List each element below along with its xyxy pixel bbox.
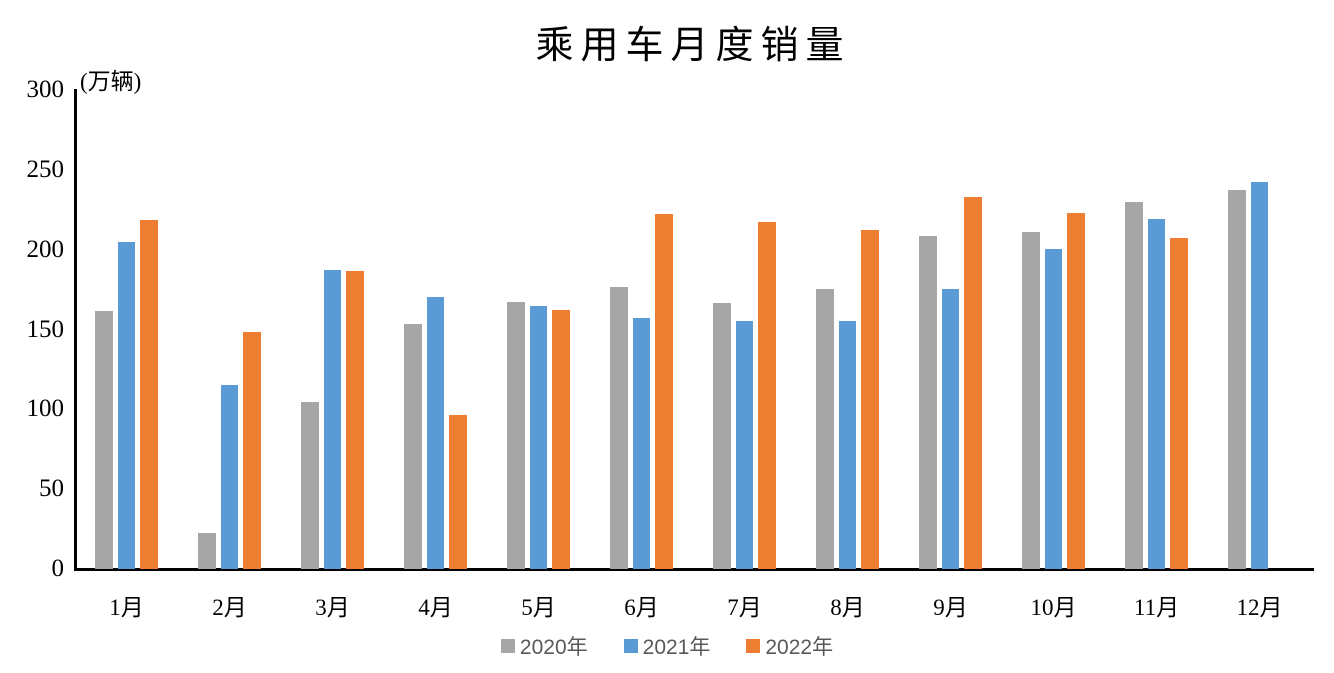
bar-2021年-4月: [426, 296, 445, 569]
legend-swatch-icon: [623, 639, 638, 653]
legend-swatch-icon: [500, 639, 515, 653]
bar-2021年-10月: [1044, 248, 1063, 569]
x-axis-line: [74, 568, 1314, 571]
bar-2022年-3月: [346, 271, 364, 569]
bar-2020年-5月: [507, 301, 525, 569]
legend-label: 2021年: [642, 636, 711, 659]
bar-2022年-1月: [140, 219, 158, 569]
y-tick-label: 200: [26, 235, 65, 263]
bar-2021年-12月: [1250, 182, 1269, 569]
bar-2020年-12月: [1228, 189, 1246, 569]
bar-2021年-8月: [838, 321, 857, 569]
bar-2020年-11月: [1125, 202, 1143, 569]
x-tick-label: 5月: [521, 595, 556, 620]
bar-2021年-3月: [323, 269, 342, 569]
x-tick-label: 3月: [315, 595, 350, 620]
bar-2021年-2月: [220, 384, 239, 569]
bar-2021年-6月: [632, 318, 651, 569]
legend-label: 2020年: [519, 636, 588, 659]
bar-2020年-8月: [816, 288, 834, 569]
y-tick-label: 150: [26, 315, 65, 343]
legend-item-2022年: 2022年: [746, 631, 833, 661]
bar-2022年-7月: [758, 221, 776, 569]
y-tick-label: 50: [39, 475, 64, 503]
x-tick-label: 10月: [1030, 595, 1077, 620]
bar-2020年-7月: [713, 303, 731, 569]
x-tick-label: 6月: [624, 595, 659, 620]
x-tick-label: 11月: [1133, 595, 1180, 620]
y-tick-label: 250: [26, 155, 65, 183]
y-tick-label: 300: [26, 76, 65, 103]
bar-2020年-2月: [198, 533, 216, 569]
y-axis-unit-label: (万辆): [80, 69, 142, 94]
y-axis-line: [74, 89, 77, 570]
bar-2020年-6月: [610, 287, 628, 569]
x-tick-label: 7月: [727, 595, 762, 620]
bar-2022年-4月: [449, 414, 467, 569]
x-tick-label: 4月: [418, 595, 453, 620]
x-tick-label: 8月: [830, 595, 865, 620]
legend-item-2020年: 2020年: [500, 631, 588, 661]
x-tick-label: 2月: [212, 595, 247, 620]
bar-2020年-9月: [919, 235, 937, 569]
bar-2021年-5月: [529, 306, 548, 569]
bar-2021年-11月: [1147, 219, 1166, 569]
bar-2022年-11月: [1170, 237, 1188, 569]
bar-2020年-1月: [95, 311, 113, 569]
bar-2020年-10月: [1022, 232, 1040, 569]
bar-2020年-3月: [301, 402, 319, 569]
bar-2020年-4月: [404, 323, 422, 569]
x-tick-label: 9月: [933, 595, 968, 620]
y-tick-label: 0: [51, 555, 65, 582]
bar-2021年-9月: [941, 289, 960, 569]
bar-2022年-10月: [1067, 212, 1085, 569]
bar-2022年-8月: [861, 229, 879, 569]
bar-2021年-7月: [735, 321, 754, 569]
bar-2022年-5月: [552, 309, 570, 569]
bar-2022年-2月: [243, 331, 261, 569]
legend-item-2021年: 2021年: [623, 631, 711, 661]
y-tick-label: 100: [26, 395, 65, 423]
x-tick-label: 12月: [1236, 595, 1283, 620]
legend-label: 2022年: [765, 636, 834, 659]
legend: 2020年 2021年 2022年: [0, 631, 1334, 661]
bar-2022年-6月: [655, 214, 673, 569]
x-tick-label: 1月: [109, 595, 144, 620]
legend-swatch-icon: [746, 639, 761, 653]
bar-2022年-9月: [964, 196, 982, 569]
bar-2021年-1月: [117, 242, 136, 569]
chart-title: 乘用车月度销量: [535, 25, 851, 67]
